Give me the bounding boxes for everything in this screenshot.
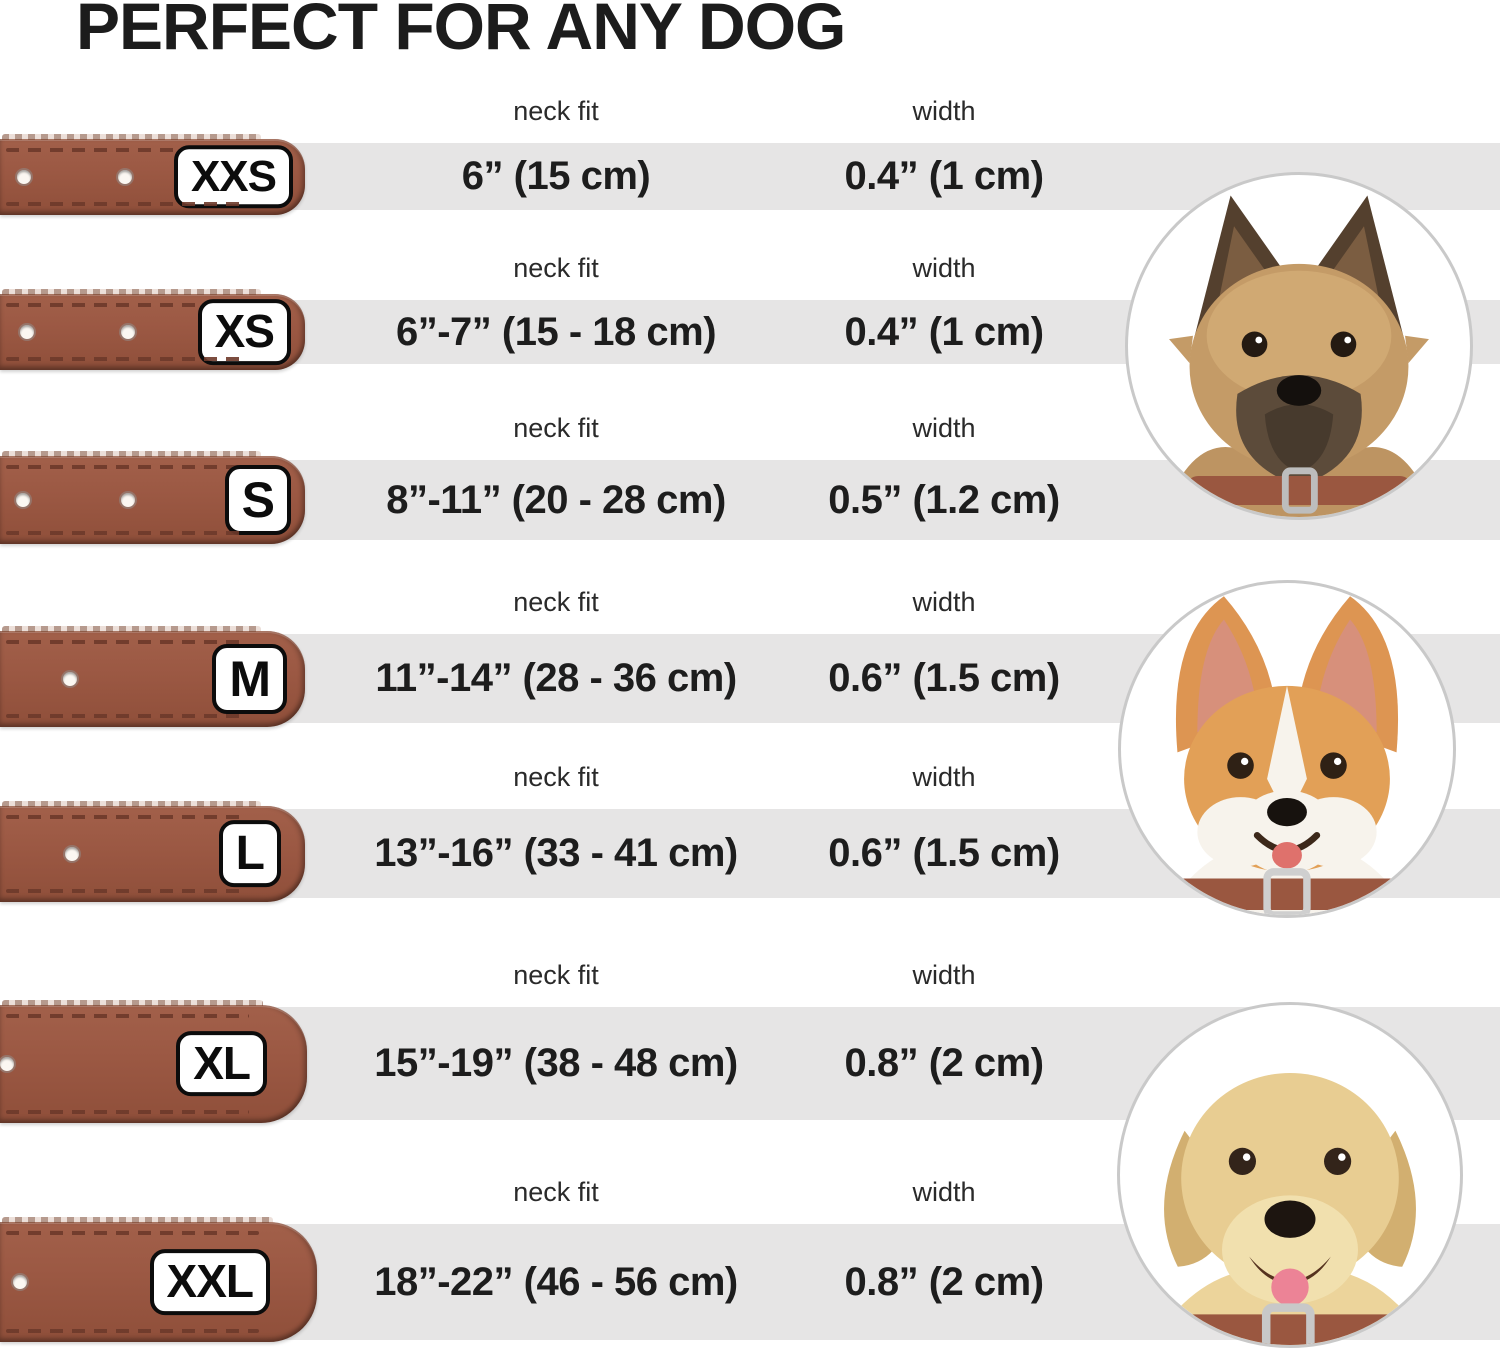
collar-hole: [63, 844, 81, 863]
collar-hole: [0, 1054, 16, 1073]
collar-strap: XL: [0, 999, 307, 1123]
width-value: 0.6” (1.5 cm): [828, 831, 1060, 875]
labrador-dog-photo: [1150, 1073, 1430, 1345]
collar-hole: [15, 167, 33, 186]
column-header-width: width: [912, 762, 976, 792]
page-title: PERFECT FOR ANY DOG: [76, 0, 846, 63]
column-header-neck-fit: neck fit: [513, 1177, 599, 1207]
column-header-neck-fit: neck fit: [513, 253, 599, 283]
column-header-neck-fit: neck fit: [513, 960, 599, 990]
collar-strap: XXS: [0, 133, 305, 215]
neck-fit-value: 13”-16” (33 - 41 cm): [374, 831, 738, 875]
collar-hole: [18, 323, 36, 341]
collar-strap: M: [0, 625, 305, 727]
dog-photo-circle-large: [1117, 1002, 1463, 1348]
width-value: 0.8” (2 cm): [844, 1259, 1044, 1304]
size-badge: M: [212, 643, 287, 714]
collar-hole: [119, 323, 137, 341]
collar-hole: [61, 669, 79, 688]
neck-fit-value: 8”-11” (20 - 28 cm): [386, 477, 726, 522]
collar-strap: XXL: [0, 1217, 317, 1342]
leather-suede-edge: [2, 289, 261, 295]
column-header-width: width: [912, 253, 976, 283]
neck-fit-value: 18”-22” (46 - 56 cm): [374, 1259, 738, 1304]
width-value: 0.8” (2 cm): [844, 1041, 1044, 1085]
collar-strap: S: [0, 451, 305, 544]
corgi-dog-photo: [1162, 596, 1412, 915]
collar-hole: [119, 491, 137, 509]
leather-suede-edge: [2, 1217, 273, 1223]
leather-suede-edge: [2, 451, 261, 457]
column-header-width: width: [912, 960, 976, 990]
neck-fit-value: 6” (15 cm): [461, 154, 651, 198]
width-value: 0.6” (1.5 cm): [828, 656, 1060, 700]
neck-fit-value: 11”-14” (28 - 36 cm): [375, 656, 737, 700]
column-header-width: width: [912, 96, 976, 126]
collar-hole: [116, 167, 134, 186]
dog-photo-circle-small: [1125, 172, 1473, 520]
column-header-neck-fit: neck fit: [513, 413, 599, 443]
size-badge: XXS: [173, 144, 293, 209]
collar-hole: [14, 491, 32, 509]
column-header-neck-fit: neck fit: [513, 762, 599, 792]
collar-strap: XS: [0, 289, 305, 370]
width-value: 0.4” (1 cm): [844, 154, 1044, 198]
dog-photo-circle-medium: [1118, 580, 1456, 918]
neck-fit-value: 6”-7” (15 - 18 cm): [395, 309, 717, 354]
size-badge: XL: [176, 1030, 267, 1097]
column-header-width: width: [912, 1177, 976, 1207]
column-header-width: width: [912, 587, 976, 617]
neck-fit-value: 15”-19” (38 - 48 cm): [374, 1041, 738, 1085]
leather-suede-edge: [2, 133, 261, 140]
column-header-neck-fit: neck fit: [513, 587, 599, 617]
leather-suede-edge: [2, 800, 261, 807]
size-badge: S: [224, 465, 291, 535]
size-badge: XS: [197, 299, 291, 365]
width-value: 0.4” (1 cm): [844, 309, 1044, 354]
width-value: 0.5” (1.2 cm): [828, 477, 1060, 522]
leather-suede-edge: [2, 999, 263, 1006]
collar-strap: L: [0, 800, 305, 902]
size-badge: L: [218, 819, 281, 888]
terrier-dog-photo: [1162, 195, 1436, 517]
collar-hole: [11, 1273, 29, 1291]
column-header-neck-fit: neck fit: [513, 96, 599, 126]
column-header-width: width: [912, 413, 976, 443]
leather-suede-edge: [2, 625, 261, 632]
size-badge: XXL: [149, 1249, 270, 1315]
